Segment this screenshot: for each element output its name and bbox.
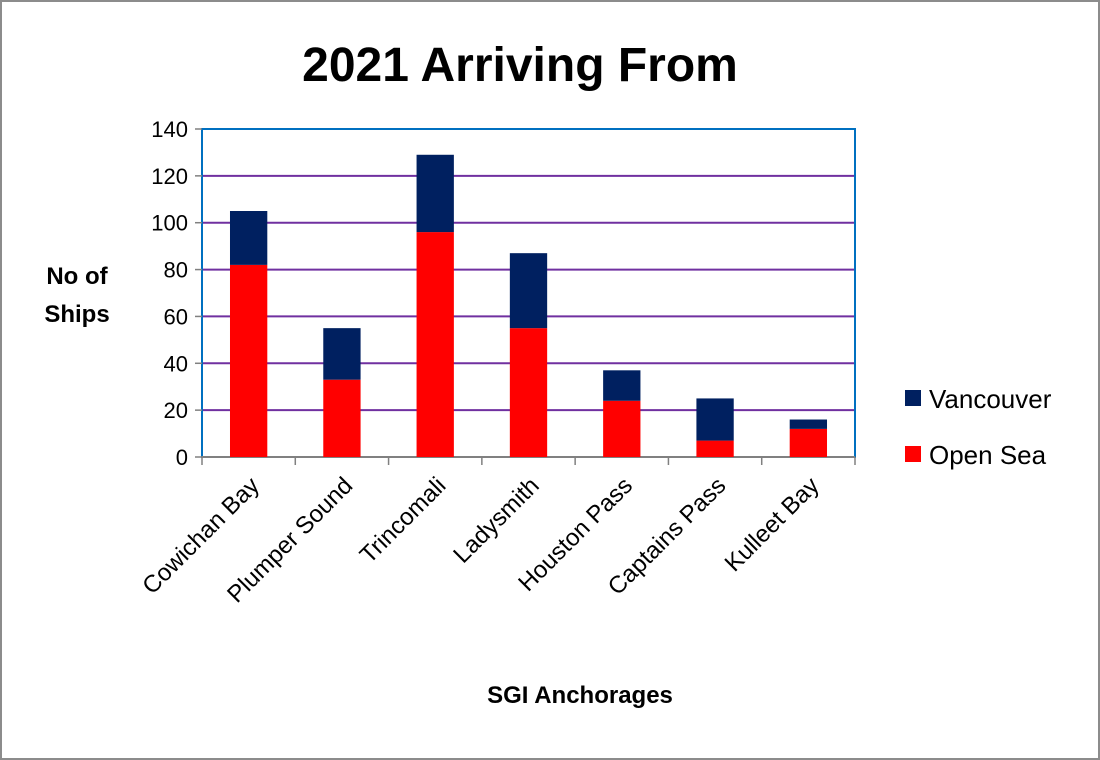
bar-open-sea (789, 428, 828, 457)
bar-open-sea (696, 440, 734, 457)
y-tick-label: 100 (151, 211, 188, 236)
x-tick-label: Kulleet Bay (720, 472, 825, 577)
x-axis-label: SGI Anchorages (487, 682, 673, 709)
bar-vancouver (603, 370, 641, 401)
y-tick-label: 60 (164, 304, 188, 329)
y-tick-label: 20 (164, 398, 188, 423)
x-tick-label: Trincomali (355, 472, 452, 569)
legend-label: Vancouver (929, 384, 1052, 414)
y-axis-label: No of Ships (32, 258, 122, 334)
y-axis-label-line-2: Ships (44, 301, 110, 328)
legend-swatch (905, 390, 921, 406)
x-tick-label: Ladysmith (448, 472, 544, 568)
bar-open-sea (509, 328, 548, 457)
y-tick-label: 140 (151, 117, 188, 142)
y-tick-label: 80 (164, 258, 188, 283)
bar-vancouver (509, 253, 548, 329)
y-tick-label: 120 (151, 164, 188, 189)
legend-label: Open Sea (929, 440, 1047, 470)
chart-title: 2021 Arriving From (302, 39, 738, 92)
y-tick-label: 0 (176, 445, 188, 470)
bar-vancouver (229, 211, 268, 265)
bar-open-sea (416, 232, 454, 457)
y-axis-label-line-1: No of (46, 263, 108, 290)
bar-vancouver (789, 419, 828, 429)
legend-swatch (905, 446, 921, 462)
bar-open-sea (323, 379, 361, 457)
bar-vancouver (416, 154, 454, 233)
bar-vancouver (323, 328, 361, 380)
y-tick-label: 40 (164, 351, 188, 376)
bar-open-sea (229, 264, 268, 457)
bar-vancouver (696, 398, 734, 441)
bar-open-sea (603, 400, 641, 457)
